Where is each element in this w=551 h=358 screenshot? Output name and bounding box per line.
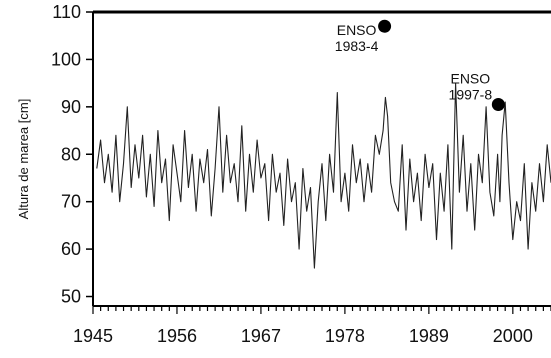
x-tick-label: 1989	[409, 326, 449, 346]
enso-marker-point	[491, 97, 505, 111]
y-tick-label: 70	[61, 192, 81, 212]
y-tick-label: 100	[51, 49, 81, 69]
enso-label-period: 1983-4	[335, 38, 379, 54]
tide-series-line	[96, 82, 551, 269]
y-tick-label: 80	[61, 144, 81, 164]
enso-marker-point	[378, 19, 392, 33]
enso-label-title: ENSO	[450, 70, 490, 86]
x-tick-label: 1945	[73, 326, 113, 346]
y-tick-label: 50	[61, 287, 81, 307]
x-tick-label: 1967	[241, 326, 281, 346]
x-tick-label: 1956	[157, 326, 197, 346]
y-axis-label: Altura de marea [cm]	[16, 99, 31, 220]
y-tick-label: 110	[52, 2, 81, 22]
axes: 1945 1956 1967 1978 1989 2000 50 60 70 80 90 100 110	[51, 2, 551, 346]
enso-label-period: 1997-8	[449, 86, 493, 102]
x-tick-label: 1978	[325, 326, 365, 346]
series-group	[96, 82, 551, 269]
y-tick-label: 90	[61, 97, 81, 117]
x-tick-label: 2000	[493, 326, 533, 346]
enso-label-title: ENSO	[337, 22, 377, 38]
y-tick-label: 60	[61, 239, 81, 259]
